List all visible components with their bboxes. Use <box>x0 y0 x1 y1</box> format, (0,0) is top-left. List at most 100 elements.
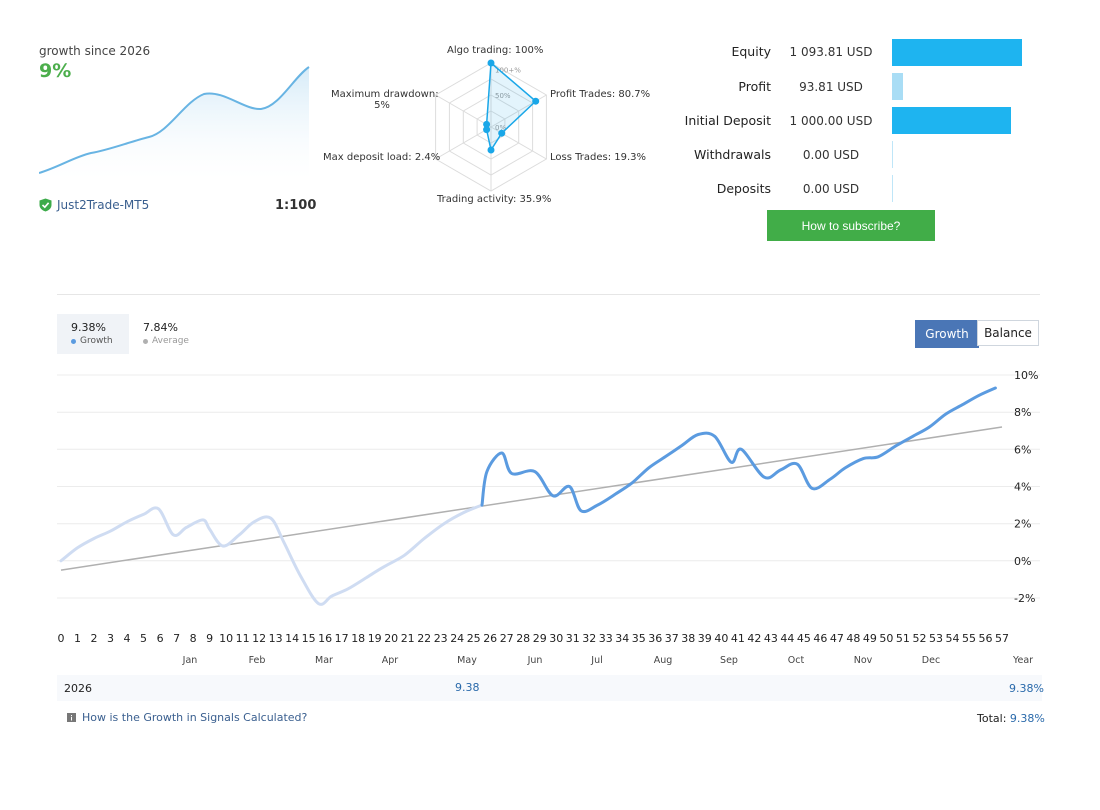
radar-label-profit: Profit Trades: 80.7% <box>550 89 651 100</box>
growth-chart: 10%8%6%4%2%0%-2%0 1 2 3 4 5 6 7 8 9 10 11 12 13 14 15 16… <box>57 369 1040 666</box>
month-label: Feb <box>249 655 266 666</box>
y-tick-label: 6% <box>1014 443 1031 456</box>
x-tick-label: 29 <box>533 632 547 645</box>
legend-average-name: Average <box>152 336 189 346</box>
x-tick-label: 37 <box>665 632 679 645</box>
growth-toggle-button[interactable]: Growth <box>915 320 979 348</box>
average-dot-icon <box>143 338 148 344</box>
x-tick-label: 15 <box>302 632 316 645</box>
month-label: Sep <box>720 655 738 666</box>
growth-caption: growth since 2026 <box>39 44 151 58</box>
deposits-value: 0.00 USD <box>802 182 860 196</box>
x-tick-label: 25 <box>467 632 481 645</box>
initial-deposit-value: 1 000.00 USD <box>789 114 873 128</box>
radar-chart: 100+% 50% 0% <box>435 59 547 192</box>
y-tick-label: 2% <box>1014 518 1031 531</box>
x-tick-label: 12 <box>252 632 266 645</box>
radar-value-polygon <box>485 61 537 152</box>
may-value-cell[interactable]: 9.38 <box>455 681 480 694</box>
sparkline-area <box>39 67 309 180</box>
radar-label-drawdown-title: Maximum drawdown: <box>331 89 439 100</box>
x-tick-label: 9 <box>206 632 213 645</box>
x-tick-label: 53 <box>929 632 943 645</box>
year-total-cell: 9.38% <box>1009 682 1044 695</box>
radar-label-algo: Algo trading: 100% <box>447 45 544 56</box>
x-tick-label: 24 <box>450 632 464 645</box>
radar-label-loss: Loss Trades: 19.3% <box>550 152 647 163</box>
legend-growth-value: 9.38% <box>71 321 106 334</box>
year-cell: 2026 <box>64 682 92 695</box>
x-tick-label: 11 <box>236 632 250 645</box>
profit-value: 93.81 USD <box>799 80 863 94</box>
withdrawals-value: 0.00 USD <box>802 148 860 162</box>
y-tick-label: -2% <box>1014 592 1035 605</box>
month-label: Dec <box>922 655 940 666</box>
initial-deposit-label: Initial Deposit <box>684 113 771 128</box>
month-label: Year <box>1012 655 1033 666</box>
sparkline-line <box>39 66 310 174</box>
x-tick-label: 1 <box>74 632 81 645</box>
withdrawals-bar <box>892 141 893 168</box>
radar-ring-label-50: 50% <box>495 92 511 100</box>
profit-bar <box>892 73 903 100</box>
y-tick-label: 10% <box>1014 369 1038 382</box>
legend-average[interactable]: Average <box>143 336 189 346</box>
month-label: May <box>457 655 477 666</box>
legend-growth-box[interactable] <box>57 314 129 354</box>
growth-value: 9% <box>39 60 72 82</box>
growth-series-line <box>480 386 997 514</box>
month-label: Oct <box>788 655 805 666</box>
legend-growth-name: Growth <box>80 336 113 346</box>
x-tick-label: 23 <box>434 632 448 645</box>
x-tick-label: 47 <box>830 632 844 645</box>
legend-average-value: 7.84% <box>143 321 178 334</box>
shield-check-icon <box>39 198 52 212</box>
y-tick-label: 4% <box>1014 481 1031 494</box>
x-tick-label: 32 <box>582 632 596 645</box>
x-tick-label: 3 <box>107 632 114 645</box>
equity-bar <box>892 39 1022 66</box>
x-tick-label: 55 <box>962 632 976 645</box>
x-tick-label: 13 <box>269 632 283 645</box>
month-label: Nov <box>854 655 873 666</box>
x-tick-label: 21 <box>401 632 415 645</box>
radar-point-deposit_load <box>483 126 491 134</box>
growth-dot-icon <box>71 338 76 344</box>
how-to-subscribe-button[interactable]: How to subscribe? <box>767 210 935 241</box>
radar-ring-label-100: 100+% <box>495 66 521 74</box>
x-tick-label: 48 <box>846 632 860 645</box>
growth-calculation-link-text: How is the Growth in Signals Calculated? <box>82 711 308 724</box>
balance-toggle-button[interactable]: Balance <box>977 320 1039 346</box>
legend-growth: Growth <box>71 336 113 346</box>
radar-point-algo <box>487 59 495 67</box>
x-tick-label: 57 <box>995 632 1009 645</box>
equity-value: 1 093.81 USD <box>789 45 873 59</box>
x-tick-label: 51 <box>896 632 910 645</box>
x-tick-label: 17 <box>335 632 349 645</box>
x-tick-label: 56 <box>979 632 993 645</box>
y-tick-label: 0% <box>1014 555 1031 568</box>
x-tick-label: 14 <box>285 632 299 645</box>
x-tick-label: 5 <box>140 632 147 645</box>
x-tick-label: 10 <box>219 632 233 645</box>
x-tick-label: 2 <box>91 632 98 645</box>
month-label: Apr <box>382 655 399 666</box>
x-tick-label: 46 <box>813 632 827 645</box>
month-label: Jun <box>527 655 543 666</box>
x-tick-label: 39 <box>698 632 712 645</box>
footer-total-value: 9.38% <box>1009 712 1045 725</box>
average-series-line <box>60 426 1003 571</box>
profit-label: Profit <box>738 79 771 94</box>
x-tick-label: 6 <box>157 632 164 645</box>
radar-axis <box>435 126 492 160</box>
x-tick-label: 31 <box>566 632 580 645</box>
broker-link[interactable]: Just2Trade-MT5 <box>39 198 149 212</box>
section-divider <box>57 294 1040 295</box>
x-tick-label: 42 <box>747 632 761 645</box>
x-tick-label: 18 <box>351 632 365 645</box>
x-tick-label: 27 <box>500 632 514 645</box>
growth-calculation-link[interactable]: How is the Growth in Signals Calculated? <box>67 711 307 724</box>
x-tick-label: 22 <box>417 632 431 645</box>
x-tick-label: 43 <box>764 632 778 645</box>
radar-point-drawdown <box>483 120 491 128</box>
